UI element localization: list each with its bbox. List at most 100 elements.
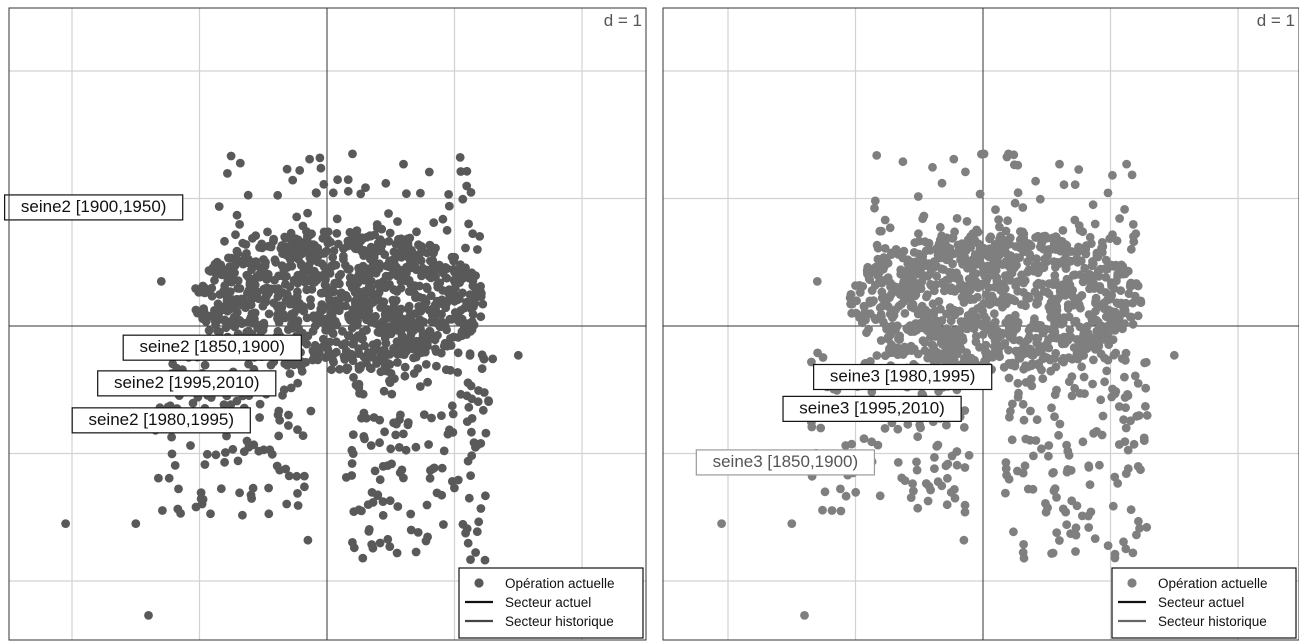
scatter-point bbox=[325, 337, 335, 347]
scatter-point bbox=[1044, 451, 1053, 461]
scatter-point bbox=[1025, 344, 1035, 354]
scatter-point bbox=[960, 500, 970, 510]
scatter-point bbox=[300, 471, 309, 481]
scatter-point bbox=[903, 419, 913, 429]
scatter-point bbox=[920, 314, 929, 324]
scatter-point bbox=[1038, 374, 1048, 384]
scatter-point bbox=[354, 505, 364, 515]
scatter-point bbox=[896, 269, 906, 279]
scatter-point bbox=[1130, 291, 1140, 301]
scatter-point bbox=[895, 290, 905, 299]
scatter-point bbox=[1112, 236, 1122, 246]
scatter-point bbox=[424, 167, 434, 177]
scatter-point bbox=[154, 473, 163, 483]
scatter-point bbox=[306, 295, 315, 304]
scatter-point bbox=[860, 308, 870, 318]
scatter-point bbox=[1103, 188, 1113, 198]
scatter-point bbox=[1076, 256, 1086, 266]
scatter-point bbox=[370, 466, 380, 476]
scatter-point bbox=[465, 351, 475, 360]
scatter-point bbox=[354, 349, 364, 358]
scatter-point bbox=[362, 355, 371, 365]
scatter-point bbox=[387, 389, 397, 399]
scatter-point bbox=[931, 280, 941, 289]
scatter-point bbox=[1111, 260, 1121, 270]
scatter-point bbox=[295, 166, 305, 175]
scatter-point bbox=[230, 261, 240, 271]
scatter-point bbox=[454, 317, 464, 327]
scatter-point bbox=[958, 259, 967, 269]
scatter-point bbox=[1011, 281, 1021, 291]
scatter-point-outlier bbox=[800, 611, 809, 620]
scatter-point bbox=[881, 322, 891, 331]
scatter-point bbox=[306, 301, 316, 311]
scatter-point bbox=[357, 334, 367, 344]
scatter-point bbox=[271, 257, 281, 267]
scatter-point bbox=[455, 153, 465, 162]
scatter-point bbox=[425, 473, 435, 483]
scatter-point bbox=[893, 424, 903, 434]
scatter-point bbox=[943, 331, 953, 341]
scatter-point bbox=[362, 413, 371, 423]
cluster-label: seine2 [1995,2010) bbox=[97, 370, 277, 397]
scatter-point bbox=[1055, 536, 1064, 545]
scatter-point bbox=[1126, 505, 1136, 515]
scatter-point bbox=[1010, 359, 1020, 368]
scatter-point bbox=[235, 220, 245, 229]
scatter-point bbox=[1090, 534, 1100, 543]
scatter-point bbox=[231, 230, 240, 240]
scatter-point bbox=[241, 240, 251, 249]
scatter-point bbox=[264, 509, 274, 519]
scatter-point bbox=[267, 449, 277, 459]
scatter-point bbox=[994, 215, 1003, 225]
scatter-point-outlier bbox=[399, 159, 408, 169]
cluster-label: seine2 [1980,1995) bbox=[71, 407, 251, 434]
scatter-point bbox=[1128, 298, 1138, 308]
scatter-point bbox=[1010, 310, 1020, 320]
scatter-point bbox=[476, 281, 485, 291]
scatter-point bbox=[1038, 328, 1048, 338]
scatter-point bbox=[352, 226, 362, 236]
scatter-point bbox=[380, 333, 390, 343]
scatter-point bbox=[229, 319, 238, 329]
scatter-point bbox=[200, 460, 210, 469]
scatter-point bbox=[847, 439, 857, 449]
scatter-point bbox=[298, 431, 308, 441]
scatter-point bbox=[453, 475, 463, 485]
scatter-point bbox=[235, 158, 245, 168]
scatter-point bbox=[233, 276, 243, 285]
panel-frame bbox=[8, 7, 647, 641]
scatter-point bbox=[1050, 276, 1060, 286]
scatter-point bbox=[339, 244, 348, 254]
scatter-point bbox=[263, 283, 272, 293]
scatter-point bbox=[198, 281, 208, 291]
scatter-point bbox=[1119, 537, 1128, 547]
scatter-point bbox=[390, 297, 400, 307]
scatter-point bbox=[1009, 335, 1019, 345]
scatter-point bbox=[1005, 412, 1014, 422]
scatter-point bbox=[364, 525, 374, 534]
scatter-point bbox=[1065, 325, 1075, 335]
scatter-point bbox=[1004, 345, 1013, 355]
scatter-point bbox=[389, 285, 399, 294]
scatter-point bbox=[1123, 266, 1133, 276]
scatter-point bbox=[1122, 159, 1131, 169]
scatter-point bbox=[238, 510, 247, 520]
scatter-point bbox=[385, 496, 395, 506]
scatter-point bbox=[999, 362, 1009, 372]
scatter-point bbox=[378, 497, 388, 506]
scatter-point bbox=[204, 326, 214, 335]
scatter-point bbox=[1018, 227, 1028, 237]
scatter-point bbox=[1013, 466, 1022, 476]
scatter-point bbox=[366, 231, 376, 241]
scatter-point bbox=[1062, 259, 1072, 268]
scatter-point bbox=[367, 540, 377, 549]
scatter-point bbox=[964, 450, 974, 460]
scatter-point bbox=[1097, 430, 1107, 440]
scatter-point bbox=[1034, 320, 1044, 330]
scatter-point bbox=[170, 461, 180, 470]
scatter-point bbox=[222, 296, 232, 306]
cluster-label-text: seine2 [1995,2010) bbox=[114, 373, 260, 392]
scatter-point bbox=[302, 285, 312, 295]
cluster-label: seine3 [1850,1900) bbox=[695, 449, 876, 476]
